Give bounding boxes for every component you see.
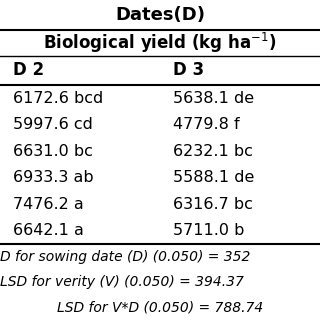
Text: 6232.1 bc: 6232.1 bc: [173, 144, 253, 159]
Text: 5638.1 de: 5638.1 de: [173, 91, 254, 106]
Text: LSD for V*D (0.050) = 788.74: LSD for V*D (0.050) = 788.74: [57, 300, 263, 314]
Text: 5997.6 cd: 5997.6 cd: [13, 117, 93, 132]
Text: LSD for verity (V) (0.050) = 394.37: LSD for verity (V) (0.050) = 394.37: [0, 275, 244, 289]
Text: Biological yield (kg ha$^{-1}$): Biological yield (kg ha$^{-1}$): [43, 31, 277, 55]
Text: 7476.2 a: 7476.2 a: [13, 197, 84, 212]
Text: D 2: D 2: [13, 61, 44, 79]
Text: 6316.7 bc: 6316.7 bc: [173, 197, 253, 212]
Text: 5711.0 b: 5711.0 b: [173, 223, 244, 238]
Text: Dates(D): Dates(D): [115, 6, 205, 24]
Text: 5588.1 de: 5588.1 de: [173, 170, 254, 185]
Text: D 3: D 3: [173, 61, 204, 79]
Text: 4779.8 f: 4779.8 f: [173, 117, 239, 132]
Text: 6172.6 bcd: 6172.6 bcd: [13, 91, 103, 106]
Text: 6933.3 ab: 6933.3 ab: [13, 170, 93, 185]
Text: 6642.1 a: 6642.1 a: [13, 223, 84, 238]
Text: D for sowing date (D) (0.050) = 352: D for sowing date (D) (0.050) = 352: [0, 250, 250, 264]
Text: 6631.0 bc: 6631.0 bc: [13, 144, 93, 159]
